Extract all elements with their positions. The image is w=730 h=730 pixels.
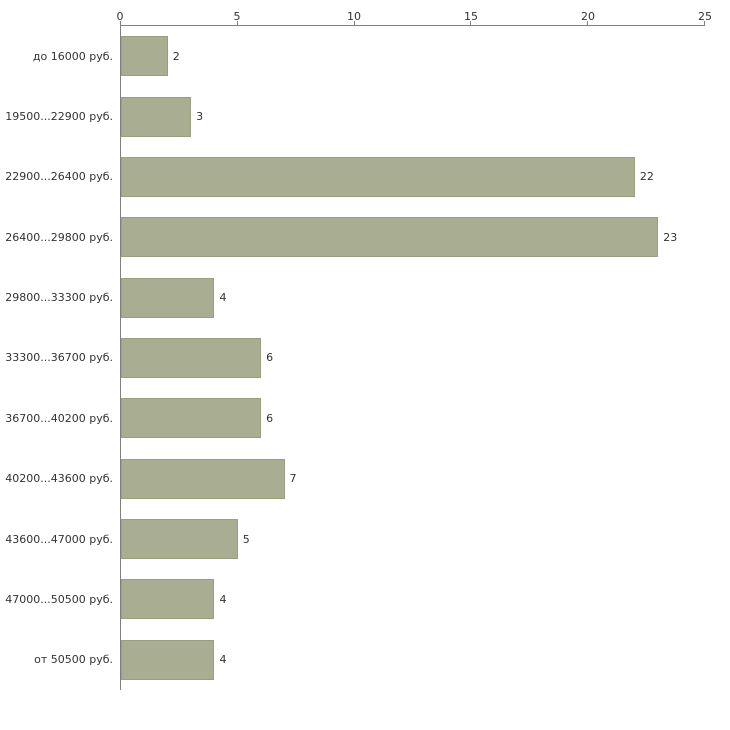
x-tick-mark [353, 21, 355, 26]
bar-row: 26400...29800 руб. 23 [5, 207, 705, 267]
bar [121, 398, 262, 439]
value-label: 3 [196, 110, 204, 124]
bar [121, 337, 262, 378]
value-label: 5 [242, 532, 250, 546]
value-label: 6 [266, 411, 274, 425]
value-label: 7 [289, 472, 297, 486]
x-tick-mark [470, 21, 472, 26]
category-label: 19500...22900 руб. [5, 110, 113, 124]
category-label: 43600...47000 руб. [5, 532, 113, 546]
bar-row: от 50500 руб. 4 [34, 630, 705, 690]
category-label: до 16000 руб. [32, 49, 113, 63]
x-tick-label: 10 [347, 10, 361, 23]
bar [121, 156, 635, 197]
bar-row: 36700...40200 руб. 6 [5, 388, 705, 448]
category-label: 36700...40200 руб. [5, 411, 113, 425]
x-tick-label: 25 [698, 10, 712, 23]
bar [121, 217, 659, 258]
bar-row: 43600...47000 руб. 5 [5, 509, 705, 569]
x-tick-label: 5 [233, 10, 241, 23]
bar-row: 29800...33300 руб. 4 [5, 267, 705, 327]
category-label: от 50500 руб. [34, 653, 113, 667]
category-label: 22900...26400 руб. [5, 170, 113, 184]
value-label: 4 [219, 291, 227, 305]
bar [121, 519, 238, 560]
category-label: 26400...29800 руб. [5, 230, 113, 244]
x-tick-mark [236, 21, 238, 26]
x-tick-mark [120, 21, 121, 26]
x-axis-ticks: 0 5 10 15 20 25 [116, 10, 713, 24]
bar [121, 36, 168, 77]
category-label: 29800...33300 руб. [5, 291, 113, 305]
bar [121, 579, 215, 620]
value-label: 23 [663, 230, 678, 244]
category-label: 33300...36700 руб. [5, 351, 113, 365]
value-label: 2 [172, 49, 180, 63]
bar [121, 458, 285, 499]
x-tick-label: 0 [116, 10, 124, 23]
bar-row: 47000...50500 руб. 4 [5, 569, 705, 629]
bar [121, 96, 192, 137]
bar-rows: до 16000 руб. 2 19500...22900 руб. 3 22900..… [5, 26, 705, 690]
category-label: 47000...50500 руб. [5, 592, 113, 606]
x-tick-mark [704, 21, 705, 26]
x-tick-label: 20 [581, 10, 595, 23]
bar-row: 40200...43600 руб. 7 [5, 449, 705, 509]
bar-row: 33300...36700 руб. 6 [5, 328, 705, 388]
value-label: 4 [219, 592, 227, 606]
x-tick-label: 15 [464, 10, 478, 23]
bar [121, 277, 215, 318]
plot-area: до 16000 руб. 2 19500...22900 руб. 3 22900..… [5, 21, 705, 690]
bar [121, 639, 215, 680]
value-label: 22 [639, 170, 654, 184]
bar-row: 19500...22900 руб. 3 [5, 86, 705, 146]
category-label: 40200...43600 руб. [5, 472, 113, 486]
bar-row: 22900...26400 руб. 22 [5, 147, 705, 207]
value-label: 4 [219, 653, 227, 667]
bar-row: до 16000 руб. 2 [33, 26, 705, 86]
x-tick-mark [587, 21, 589, 26]
value-label: 6 [266, 351, 274, 365]
